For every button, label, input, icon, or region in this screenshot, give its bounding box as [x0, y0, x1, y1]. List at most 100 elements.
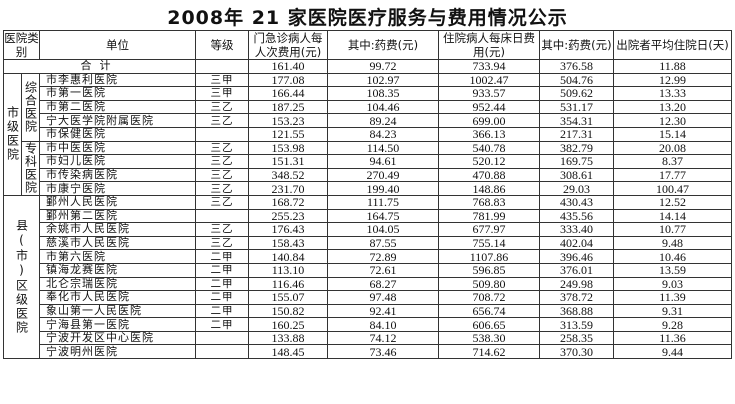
grade-cell: [195, 330, 249, 346]
avg-stay-cell: 13.20: [613, 99, 732, 115]
outpatient-drug-cell: 87.55: [327, 235, 439, 251]
grade-cell: 二甲: [195, 276, 249, 292]
outpatient-drug-cell: 199.40: [327, 181, 439, 196]
header-avg-stay: 出院者平均住院日(天): [613, 30, 732, 60]
unit-cell: 北仑宗瑞医院: [39, 276, 196, 292]
table-row: 市第一医院 三甲 166.44 108.35 933.57 509.62 13.33: [4, 86, 732, 101]
header-grade: 等级: [195, 30, 249, 60]
header-inpatient-drug: 其中:药费(元): [539, 30, 614, 60]
outpatient-cost-cell: 153.98: [248, 140, 328, 156]
total-grade: [195, 59, 249, 74]
avg-stay-cell: 100.47: [613, 181, 732, 196]
outpatient-cost-cell: 121.55: [248, 126, 328, 142]
unit-cell: 鄞州人民医院: [39, 194, 196, 210]
inpatient-drug-cell: 376.01: [539, 262, 614, 278]
avg-stay-cell: 9.31: [613, 303, 732, 319]
table-row: 北仑宗瑞医院 二甲 116.46 68.27 509.80 249.98 9.03: [4, 276, 732, 292]
hospital-fee-table-container: 医院类别 单位 等级 门急诊病人每人次费用(元) 其中:药费(元) 住院病人每床…: [3, 30, 732, 400]
outpatient-drug-cell: 72.89: [327, 249, 439, 264]
avg-stay-cell: 10.77: [613, 222, 732, 237]
avg-stay-cell: 15.14: [613, 126, 732, 142]
grade-cell: 三乙: [195, 154, 249, 169]
inpatient-drug-cell: 370.30: [539, 344, 614, 360]
avg-stay-cell: 10.46: [613, 249, 732, 264]
group-specialty: 专科医院: [21, 140, 40, 196]
outpatient-drug-cell: 111.75: [327, 194, 439, 210]
outpatient-cost-cell: 176.43: [248, 222, 328, 237]
unit-cell: 市中医医院: [39, 140, 196, 156]
grade-cell: [195, 126, 249, 142]
grade-cell: 三甲: [195, 72, 249, 88]
inpatient-drug-cell: 258.35: [539, 330, 614, 346]
table-row: 市保健医院 121.55 84.23 366.13 217.31 15.14: [4, 126, 732, 142]
inpatient-cost-cell: 699.00: [438, 113, 540, 128]
outpatient-drug-cell: 94.61: [327, 154, 439, 169]
total-label: 合计: [3, 59, 196, 74]
avg-stay-cell: 8.37: [613, 154, 732, 169]
table-row: 宁大医学院附属医院 三乙 153.23 89.24 699.00 354.31 12.30: [4, 113, 732, 128]
outpatient-drug-cell: 114.50: [327, 140, 439, 156]
outpatient-cost-cell: 153.23: [248, 113, 328, 128]
avg-stay-cell: 9.44: [613, 344, 732, 360]
table-row: 奉化市人民医院 二甲 155.07 97.48 708.72 378.72 11.39: [4, 290, 732, 305]
unit-cell: 市传染病医院: [39, 167, 196, 183]
total-inpatient-cost: 733.94: [438, 59, 540, 74]
unit-cell: 宁海县第一医院: [39, 317, 196, 332]
inpatient-drug-cell: 435.56: [539, 208, 614, 224]
avg-stay-cell: 12.30: [613, 113, 732, 128]
avg-stay-cell: 9.03: [613, 276, 732, 292]
unit-cell: 市康宁医院: [39, 181, 196, 196]
table-row: 宁波明州医院 148.45 73.46 714.62 370.30 9.44: [4, 344, 732, 360]
inpatient-cost-cell: 1107.86: [438, 249, 540, 264]
inpatient-cost-cell: 540.78: [438, 140, 540, 156]
total-outpatient-cost: 161.40: [248, 59, 328, 74]
grade-cell: 二甲: [195, 303, 249, 319]
header-category: 医院类别: [3, 30, 40, 60]
outpatient-drug-cell: 92.41: [327, 303, 439, 319]
unit-cell: 象山第一人民医院: [39, 303, 196, 319]
total-inpatient-drug: 376.58: [539, 59, 614, 74]
inpatient-drug-cell: 402.04: [539, 235, 614, 251]
outpatient-cost-cell: 187.25: [248, 99, 328, 115]
grade-cell: 三乙: [195, 194, 249, 210]
unit-cell: 市李惠利医院: [39, 72, 196, 88]
unit-cell: 宁大医学院附属医院: [39, 113, 196, 128]
outpatient-drug-cell: 72.61: [327, 262, 439, 278]
outpatient-drug-cell: 97.48: [327, 290, 439, 305]
group-comprehensive: 综合医院: [21, 72, 40, 142]
grade-cell: 三乙: [195, 113, 249, 128]
grade-cell: [195, 344, 249, 360]
outpatient-drug-cell: 73.46: [327, 344, 439, 360]
inpatient-drug-cell: 368.88: [539, 303, 614, 319]
avg-stay-cell: 20.08: [613, 140, 732, 156]
inpatient-cost-cell: 952.44: [438, 99, 540, 115]
outpatient-cost-cell: 155.07: [248, 290, 328, 305]
inpatient-drug-cell: 509.62: [539, 86, 614, 101]
inpatient-drug-cell: 217.31: [539, 126, 614, 142]
outpatient-cost-cell: 158.43: [248, 235, 328, 251]
inpatient-drug-cell: 169.75: [539, 154, 614, 169]
header-outpatient-drug: 其中:药费(元): [327, 30, 439, 60]
total-avg-stay: 11.88: [613, 59, 732, 74]
outpatient-cost-cell: 150.82: [248, 303, 328, 319]
inpatient-drug-cell: 333.40: [539, 222, 614, 237]
avg-stay-cell: 12.52: [613, 194, 732, 210]
inpatient-cost-cell: 1002.47: [438, 72, 540, 88]
inpatient-cost-cell: 520.12: [438, 154, 540, 169]
inpatient-cost-cell: 755.14: [438, 235, 540, 251]
group-city-level: 市级医院: [3, 72, 22, 196]
avg-stay-cell: 17.77: [613, 167, 732, 183]
grade-cell: [195, 208, 249, 224]
table-row: 专科医院 市中医医院 三乙 153.98 114.50 540.78 382.79 20.08: [4, 140, 732, 196]
inpatient-cost-cell: 781.99: [438, 208, 540, 224]
inpatient-cost-cell: 470.88: [438, 167, 540, 183]
outpatient-cost-cell: 166.44: [248, 86, 328, 101]
table-row: 市传染病医院 三乙 348.52 270.49 470.88 308.61 17.77: [4, 167, 732, 183]
inpatient-drug-cell: 531.17: [539, 99, 614, 115]
outpatient-drug-cell: 74.12: [327, 330, 439, 346]
page-title: 2008年 21 家医院医疗服务与费用情况公示: [167, 7, 568, 29]
unit-cell: 慈溪市人民医院: [39, 235, 196, 251]
avg-stay-cell: 9.48: [613, 235, 732, 251]
outpatient-cost-cell: 348.52: [248, 167, 328, 183]
table-row: 宁波开发区中心医院 133.88 74.12 538.30 258.35 11.36: [4, 330, 732, 346]
